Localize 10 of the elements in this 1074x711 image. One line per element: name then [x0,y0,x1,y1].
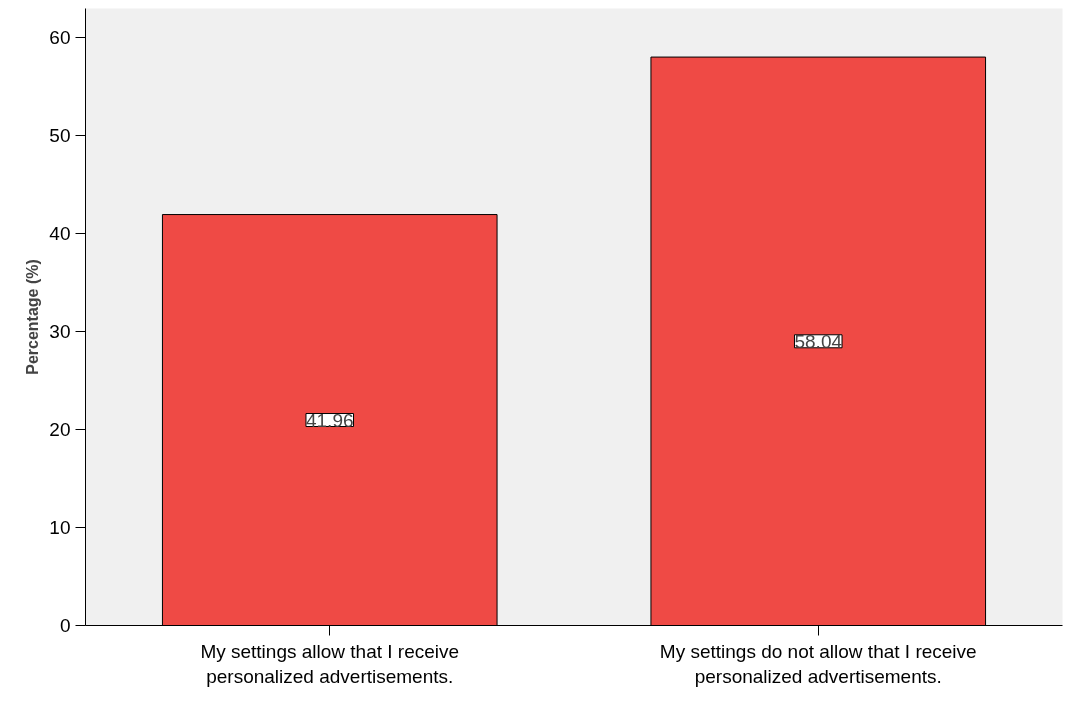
y-tick-label: 20 [49,419,71,441]
y-tick-label: 60 [49,27,71,49]
y-tick-label: 10 [49,517,71,539]
y-tick-label: 40 [49,223,71,245]
y-tick-label: 30 [49,321,71,343]
y-tick-label: 50 [49,125,71,147]
y-axis-title: Percentage (%) [24,259,42,375]
x-tick-label: My settings do not allow that I receive personalized advertisements. [659,640,977,687]
y-tick-label: 0 [59,615,71,636]
x-tick-label: My settings allow that I receive personalized advertisements. [200,640,460,687]
